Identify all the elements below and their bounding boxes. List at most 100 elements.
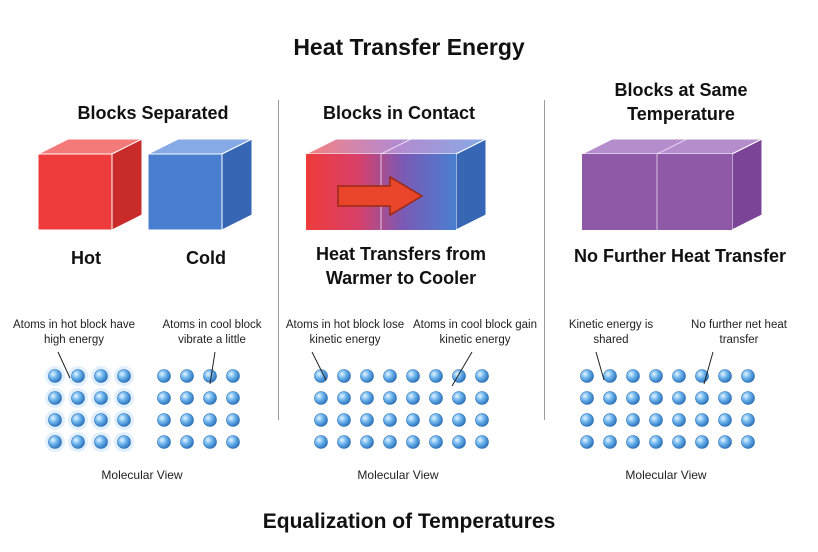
atom xyxy=(226,391,240,405)
atom xyxy=(337,369,351,383)
atom xyxy=(406,413,420,427)
atom xyxy=(48,391,62,405)
panel-1-molecular-label: Molecular View xyxy=(101,468,183,482)
atom-grid-equal xyxy=(580,369,755,449)
atom xyxy=(429,391,443,405)
atom xyxy=(94,435,108,449)
atom xyxy=(383,369,397,383)
atom xyxy=(475,435,489,449)
contact-blocks xyxy=(305,138,487,231)
atom xyxy=(672,391,686,405)
atom xyxy=(157,435,171,449)
atom xyxy=(718,369,732,383)
atom xyxy=(157,391,171,405)
panel-divider-2 xyxy=(544,100,545,420)
atom xyxy=(406,435,420,449)
cold-block xyxy=(147,138,253,231)
atom xyxy=(117,435,131,449)
hot-label: Hot xyxy=(71,248,101,268)
atom xyxy=(475,369,489,383)
atom xyxy=(452,391,466,405)
atom xyxy=(406,391,420,405)
atom xyxy=(157,413,171,427)
panel-3-note-no-transfer: No further net heat transfer xyxy=(691,319,787,346)
atom xyxy=(452,413,466,427)
atom xyxy=(180,435,194,449)
atom xyxy=(360,435,374,449)
atom xyxy=(383,413,397,427)
panel-divider-1 xyxy=(278,100,279,420)
panel-2-caption: Heat Transfers from Warmer to Cooler xyxy=(315,244,487,288)
atom xyxy=(203,435,217,449)
atom xyxy=(94,413,108,427)
pointer-line xyxy=(703,351,714,385)
atom xyxy=(475,391,489,405)
pointer-line xyxy=(209,351,216,385)
atom xyxy=(580,369,594,383)
atom xyxy=(603,435,617,449)
atom xyxy=(649,369,663,383)
atom xyxy=(226,413,240,427)
atom xyxy=(48,413,62,427)
atom xyxy=(71,413,85,427)
atom xyxy=(226,369,240,383)
atom xyxy=(71,391,85,405)
panel-2-note-cold: Atoms in cool block gain kinetic energy xyxy=(412,319,537,346)
atom xyxy=(672,413,686,427)
atom xyxy=(314,413,328,427)
atom xyxy=(226,435,240,449)
atom xyxy=(314,435,328,449)
heat-flow-arrow-icon xyxy=(337,175,424,217)
atom xyxy=(718,435,732,449)
atom xyxy=(406,369,420,383)
atom xyxy=(360,391,374,405)
panel-3-molecular-label: Molecular View xyxy=(625,468,707,482)
panel-1-note-hot: Atoms in hot block have high energy xyxy=(12,319,136,346)
atom xyxy=(695,413,709,427)
panel-2-molecular-label: Molecular View xyxy=(357,468,439,482)
atom xyxy=(626,369,640,383)
atom xyxy=(180,413,194,427)
atom xyxy=(580,413,594,427)
atom xyxy=(337,435,351,449)
atom xyxy=(695,391,709,405)
panel-3-heading: Blocks at Same Temperature xyxy=(614,80,748,124)
atom-grid-cold xyxy=(157,369,240,449)
atom xyxy=(94,369,108,383)
atom xyxy=(741,413,755,427)
pointer-line xyxy=(595,351,605,381)
atom xyxy=(117,369,131,383)
equal-blocks xyxy=(581,138,763,231)
atom xyxy=(429,435,443,449)
atom xyxy=(741,369,755,383)
cold-label: Cold xyxy=(186,248,226,268)
atom xyxy=(157,369,171,383)
atom xyxy=(603,391,617,405)
panel-3-caption: No Further Heat Transfer xyxy=(573,246,787,266)
pointer-line xyxy=(57,351,71,379)
atom xyxy=(48,369,62,383)
atom xyxy=(383,391,397,405)
atom xyxy=(203,369,217,383)
atom xyxy=(475,413,489,427)
atom xyxy=(314,369,328,383)
atom xyxy=(180,391,194,405)
atom xyxy=(117,413,131,427)
panel-1-note-cold: Atoms in cool block vibrate a little xyxy=(162,319,262,346)
hot-block xyxy=(37,138,143,231)
atom xyxy=(360,369,374,383)
atom xyxy=(718,391,732,405)
atom xyxy=(741,391,755,405)
atom xyxy=(360,413,374,427)
page-title: Heat Transfer Energy xyxy=(293,34,525,60)
atom xyxy=(71,435,85,449)
panel-2-heading: Blocks in Contact xyxy=(322,103,476,123)
atom xyxy=(337,413,351,427)
atom xyxy=(337,391,351,405)
footer-title: Equalization of Temperatures xyxy=(262,510,556,533)
atom xyxy=(117,391,131,405)
atom xyxy=(383,435,397,449)
atom xyxy=(71,369,85,383)
atom xyxy=(649,391,663,405)
